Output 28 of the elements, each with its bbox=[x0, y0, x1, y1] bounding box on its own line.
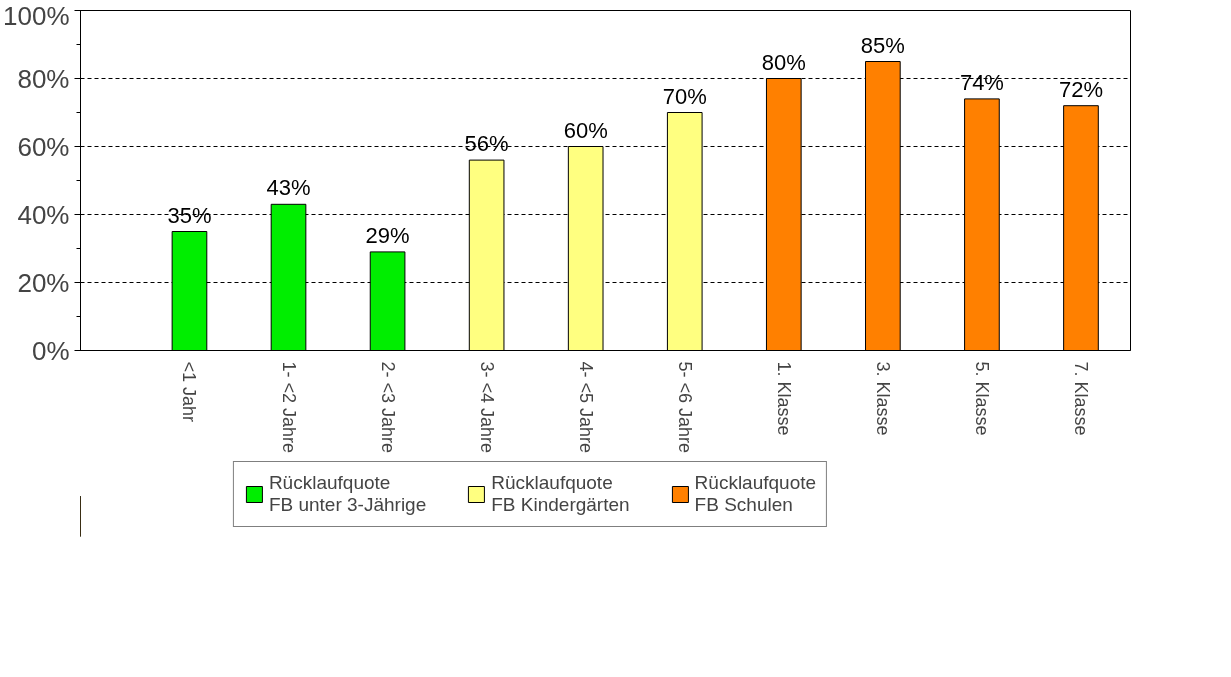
y-tick-label: 40% bbox=[17, 199, 70, 230]
x-tick-label: <1 Jahr bbox=[179, 361, 200, 423]
y-tick-label: 0% bbox=[31, 335, 70, 366]
data-label: 80% bbox=[761, 49, 806, 75]
x-tick-label: 1. Klasse bbox=[773, 361, 794, 436]
x-tick-label: 7. Klasse bbox=[1070, 361, 1091, 436]
data-label: 43% bbox=[266, 175, 311, 201]
y-tick-label: 80% bbox=[17, 63, 70, 94]
data-label: 85% bbox=[860, 32, 905, 58]
legend-label: Rücklaufquote FB unter 3-Jährige bbox=[268, 472, 427, 516]
y-tick-label: 100% bbox=[3, 0, 70, 31]
x-tick-label: 4- <5 Jahre bbox=[575, 361, 596, 454]
data-label: 74% bbox=[959, 69, 1004, 95]
data-label: 72% bbox=[1058, 76, 1103, 102]
data-label: 70% bbox=[662, 83, 707, 109]
legend-label: Rücklaufquote FB Kindergärten bbox=[491, 472, 630, 516]
x-tick-label: 5- <6 Jahre bbox=[674, 361, 695, 454]
y-tick-label: 20% bbox=[17, 267, 70, 298]
legend-label: Rücklaufquote FB Schulen bbox=[694, 472, 817, 516]
x-tick-label: 5. Klasse bbox=[971, 361, 992, 436]
data-label: 60% bbox=[563, 117, 608, 143]
data-label: 56% bbox=[464, 131, 509, 157]
x-tick-label: 1- <2 Jahre bbox=[278, 361, 299, 454]
x-tick-label: 2- <3 Jahre bbox=[377, 361, 398, 454]
x-tick-label: 3- <4 Jahre bbox=[476, 361, 497, 454]
x-tick-label: 3. Klasse bbox=[872, 361, 893, 436]
data-label: 29% bbox=[365, 222, 410, 248]
y-tick-label: 60% bbox=[17, 131, 70, 162]
